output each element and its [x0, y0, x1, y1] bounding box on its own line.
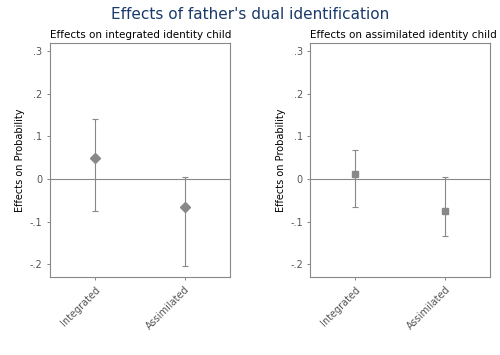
Text: Effects on assimilated identity child: Effects on assimilated identity child — [310, 31, 497, 40]
Y-axis label: Effects on Probability: Effects on Probability — [16, 108, 26, 212]
Y-axis label: Effects on Probability: Effects on Probability — [276, 108, 286, 212]
Text: Effects of father's dual identification: Effects of father's dual identification — [111, 7, 389, 22]
Text: Effects on integrated identity child: Effects on integrated identity child — [50, 31, 232, 40]
